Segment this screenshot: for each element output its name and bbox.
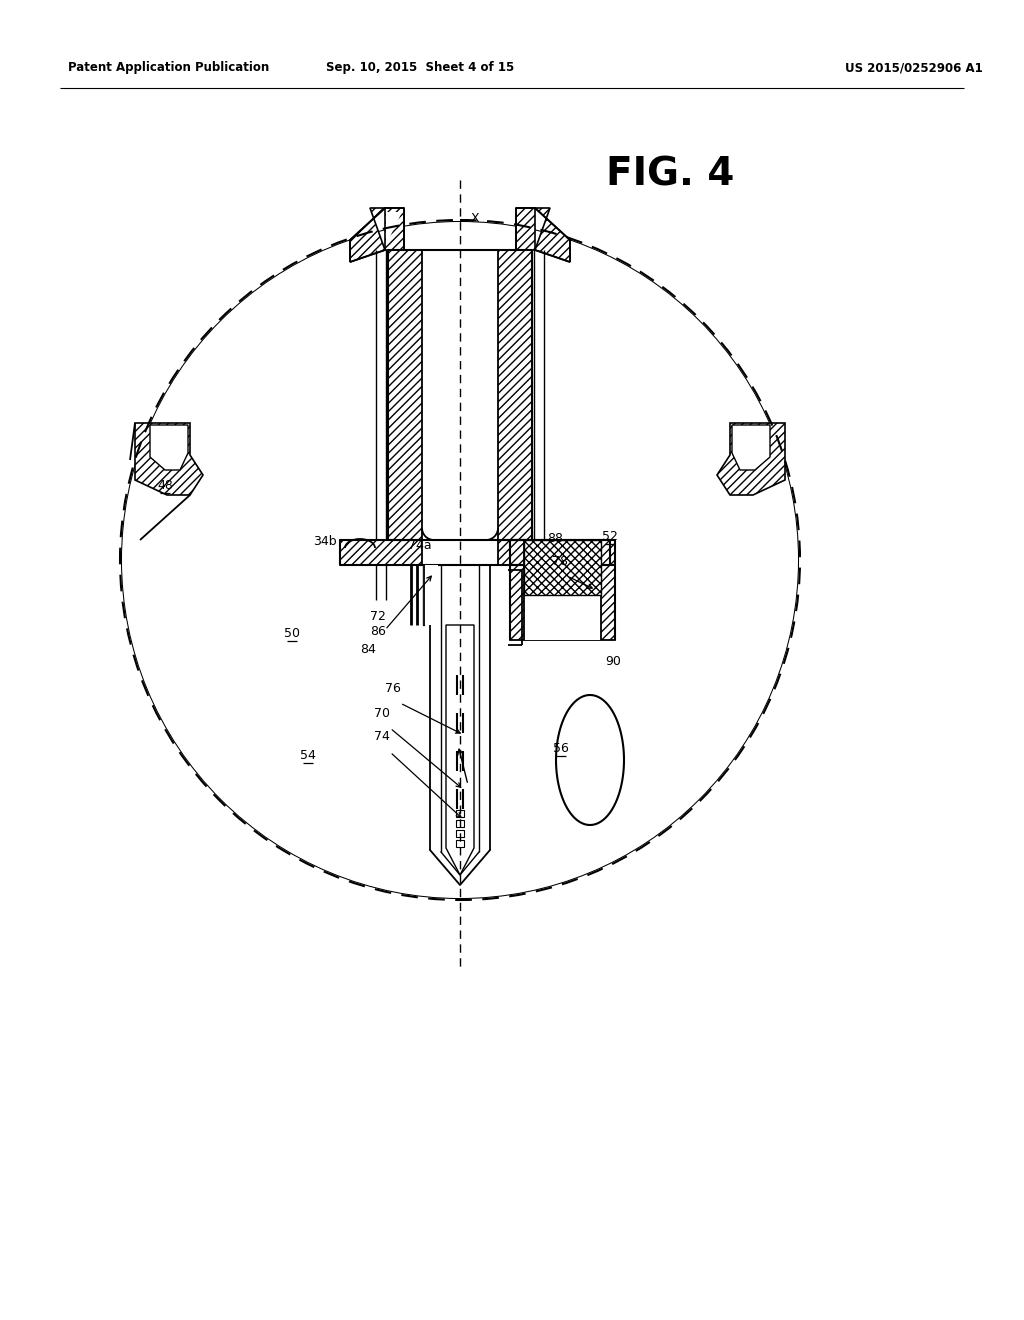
Text: 76: 76	[385, 682, 401, 696]
Polygon shape	[388, 249, 532, 540]
Polygon shape	[135, 422, 203, 495]
Polygon shape	[422, 540, 498, 565]
Text: 78: 78	[552, 554, 568, 568]
Bar	[456, 830, 464, 837]
Circle shape	[122, 222, 798, 898]
Polygon shape	[422, 249, 498, 540]
Polygon shape	[732, 425, 770, 470]
Text: 70: 70	[374, 708, 390, 719]
Bar	[456, 810, 464, 817]
Text: 74: 74	[374, 730, 390, 743]
Polygon shape	[386, 213, 402, 246]
Text: Patent Application Publication: Patent Application Publication	[68, 62, 269, 74]
Text: 84: 84	[360, 643, 376, 656]
Text: 88: 88	[547, 532, 563, 545]
Polygon shape	[150, 425, 188, 470]
Circle shape	[122, 222, 798, 898]
Text: FIG. 4: FIG. 4	[606, 156, 734, 194]
Polygon shape	[350, 209, 385, 261]
Polygon shape	[556, 696, 624, 825]
Bar	[456, 820, 464, 828]
Polygon shape	[430, 565, 490, 870]
Polygon shape	[385, 209, 404, 249]
Polygon shape	[510, 540, 615, 640]
Polygon shape	[340, 540, 610, 565]
Text: 48: 48	[157, 479, 173, 492]
Bar	[456, 840, 464, 847]
Text: Sep. 10, 2015  Sheet 4 of 15: Sep. 10, 2015 Sheet 4 of 15	[326, 62, 514, 74]
Polygon shape	[535, 209, 570, 261]
Polygon shape	[446, 624, 474, 875]
Text: 52: 52	[602, 531, 617, 543]
Text: 90: 90	[605, 655, 621, 668]
Text: 56: 56	[553, 742, 569, 755]
Polygon shape	[524, 540, 601, 640]
Text: 34b: 34b	[313, 535, 337, 548]
Polygon shape	[516, 209, 535, 249]
Text: 54: 54	[300, 748, 316, 762]
Text: US 2015/0252906 A1: US 2015/0252906 A1	[845, 62, 983, 74]
Text: 72: 72	[370, 610, 386, 623]
Text: 74a: 74a	[409, 539, 432, 552]
Text: X: X	[471, 213, 479, 224]
Text: 86: 86	[370, 624, 386, 638]
Polygon shape	[524, 540, 601, 595]
Polygon shape	[717, 422, 785, 495]
Polygon shape	[423, 565, 438, 624]
Text: 50: 50	[284, 627, 300, 640]
